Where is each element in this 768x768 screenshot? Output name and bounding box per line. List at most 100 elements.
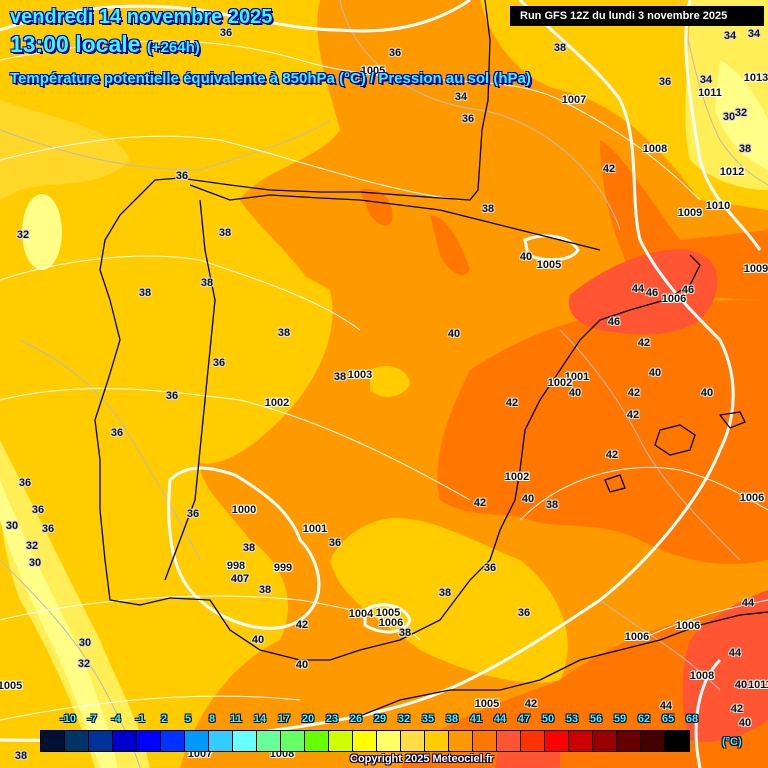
- legend-tick: 5: [184, 713, 192, 725]
- legend-tick: 62: [637, 713, 651, 725]
- legend-tick: 29: [373, 713, 387, 725]
- legend-swatch: [257, 731, 281, 751]
- legend-tick: -1: [135, 713, 145, 725]
- theta-label: 407: [230, 573, 250, 585]
- legend-swatch: [113, 731, 137, 751]
- pressure-label: 1001: [302, 523, 328, 535]
- theta-label: 32: [734, 107, 748, 119]
- legend-swatch: [233, 731, 257, 751]
- legend-tick: 17: [277, 713, 291, 725]
- theta-label: 30: [78, 637, 92, 649]
- theta-label: 40: [738, 717, 752, 729]
- legend-tick: 20: [301, 713, 315, 725]
- isobars: [0, 40, 768, 721]
- pressure-label: 1001: [564, 371, 590, 383]
- legend-tick: 56: [589, 713, 603, 725]
- legend-tick: 47: [517, 713, 531, 725]
- theta-label: 42: [473, 497, 487, 509]
- theta-label: 46: [681, 284, 695, 296]
- legend-tick: 32: [397, 713, 411, 725]
- theta-label: 42: [730, 703, 744, 715]
- theta-zone-35-meseta: [370, 365, 410, 397]
- theta-label: 36: [165, 390, 179, 402]
- theta-zone-35-central: [159, 247, 333, 464]
- legend-swatch: [41, 731, 65, 751]
- legend-tick: 35: [421, 713, 435, 725]
- forecast-lead-time: (+264h): [146, 39, 200, 56]
- legend-swatch: [377, 731, 401, 751]
- forecast-time: 13:00 locale (+264h): [10, 31, 200, 58]
- theta-label: 36: [110, 427, 124, 439]
- theta-label: 36: [175, 170, 189, 182]
- legend-unit: (°C): [722, 736, 742, 748]
- theta-label: 32: [77, 658, 91, 670]
- legend-swatch: [329, 731, 353, 751]
- theta-label: 42: [626, 409, 640, 421]
- legend-swatch: [545, 731, 569, 751]
- legend-swatch: [209, 731, 233, 751]
- theta-zone-30-ne: [715, 60, 768, 170]
- legend-swatch: [617, 731, 641, 751]
- iberia-coastline: [94, 0, 701, 661]
- legend-tick: 26: [349, 713, 363, 725]
- pressure-label: 1002: [504, 471, 530, 483]
- theta-label: 42: [505, 397, 519, 409]
- theta-label: 30: [5, 520, 19, 532]
- pressure-label: 1005: [474, 698, 500, 710]
- pressure-label: 1011: [698, 87, 722, 99]
- theta-label: 36: [658, 76, 672, 88]
- theta-label: 38: [14, 750, 28, 762]
- legend-swatch: [593, 731, 617, 751]
- legend-tick: 44: [493, 713, 507, 725]
- legend-swatch: [521, 731, 545, 751]
- legend-swatch: [449, 731, 473, 751]
- theta-label: 42: [602, 163, 616, 175]
- theta-label: 38: [553, 42, 567, 54]
- theta-label: 36: [483, 562, 497, 574]
- theta-label: 42: [627, 387, 641, 399]
- pressure-label: 998: [226, 560, 246, 572]
- theta-label: 40: [700, 387, 714, 399]
- theta-zone-41-pyrenees: [360, 189, 393, 226]
- theta-label: 40: [251, 634, 265, 646]
- theta-label: 44: [659, 700, 673, 712]
- pressure-label: 1009: [743, 263, 768, 275]
- pressure-label: 1013: [743, 72, 768, 84]
- theta-label: 34: [723, 30, 737, 42]
- theta-label: 36: [517, 607, 531, 619]
- theta-label: 36: [219, 27, 233, 39]
- forecast-date: vendredi 14 novembre 2025: [10, 6, 273, 28]
- pressure-label: 1003: [347, 369, 373, 381]
- coastlines-borders: [94, 0, 768, 721]
- pressure-label: 1008: [642, 143, 668, 155]
- theta-label: 30: [722, 111, 736, 123]
- theta-label: 38: [545, 499, 559, 511]
- theta-label: 38: [333, 371, 347, 383]
- theta-label: 38: [258, 584, 272, 596]
- legend-swatch: [641, 731, 665, 751]
- legend-tick: 2: [160, 713, 168, 725]
- theta-zone-32-north: [0, 100, 130, 200]
- theta-zone-30: [0, 440, 150, 768]
- menorca: [718, 411, 746, 429]
- color-legend: [40, 730, 690, 752]
- theta-label: 40: [519, 251, 533, 263]
- theta-label: 36: [41, 523, 55, 535]
- theta-label: 44: [728, 647, 742, 659]
- legend-swatch: [569, 731, 593, 751]
- theta-zone-32-atlantic: [22, 194, 62, 270]
- forecast-local-time: 13:00 locale: [10, 31, 141, 57]
- legend-tick: -4: [111, 713, 121, 725]
- theta-label: 42: [637, 337, 651, 349]
- theta-label: 36: [328, 537, 342, 549]
- legend-tick: -7: [87, 713, 97, 725]
- legend-swatch: [497, 731, 521, 751]
- pressure-label: 1007: [561, 94, 587, 106]
- theta-label: 38: [438, 587, 452, 599]
- variable-title: Température potentielle équivalente à 85…: [10, 70, 531, 87]
- theta-label: 32: [16, 229, 30, 241]
- legend-swatch: [137, 731, 161, 751]
- legend-swatch: [473, 731, 497, 751]
- africa-coastline: [349, 611, 768, 721]
